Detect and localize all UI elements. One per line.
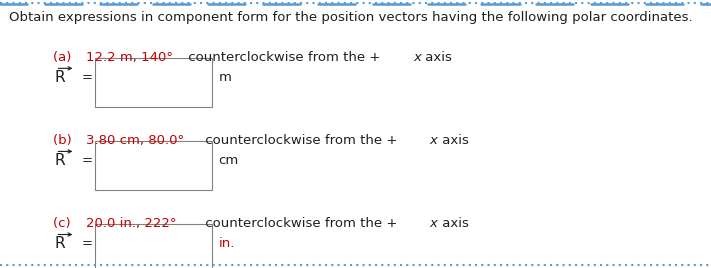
Text: R: R	[54, 153, 65, 168]
Text: counterclockwise from the +: counterclockwise from the +	[201, 134, 397, 147]
Text: x: x	[429, 217, 437, 230]
Text: (a): (a)	[53, 51, 76, 64]
Text: =: =	[82, 237, 92, 250]
Text: x: x	[413, 51, 421, 64]
Text: x: x	[429, 134, 437, 147]
Text: R: R	[54, 236, 65, 251]
Text: m: m	[218, 71, 231, 84]
Text: counterclockwise from the +: counterclockwise from the +	[201, 217, 397, 230]
Text: axis: axis	[438, 217, 469, 230]
Text: cm: cm	[218, 154, 238, 167]
Text: axis: axis	[421, 51, 452, 64]
Text: (c): (c)	[53, 217, 75, 230]
Bar	[95, 224, 212, 268]
Text: counterclockwise from the +: counterclockwise from the +	[184, 51, 380, 64]
Text: R: R	[54, 70, 65, 85]
Bar	[95, 58, 212, 107]
Text: in.: in.	[218, 237, 235, 250]
Text: 12.2 m, 140°: 12.2 m, 140°	[86, 51, 173, 64]
Text: axis: axis	[438, 134, 469, 147]
Text: 3.80 cm, 80.0°: 3.80 cm, 80.0°	[86, 134, 184, 147]
Text: (b): (b)	[53, 134, 76, 147]
Bar	[95, 141, 212, 190]
Text: 20.0 in., 222°: 20.0 in., 222°	[86, 217, 176, 230]
Text: Obtain expressions in component form for the position vectors having the followi: Obtain expressions in component form for…	[9, 11, 692, 24]
Text: =: =	[82, 154, 92, 167]
Text: =: =	[82, 71, 92, 84]
